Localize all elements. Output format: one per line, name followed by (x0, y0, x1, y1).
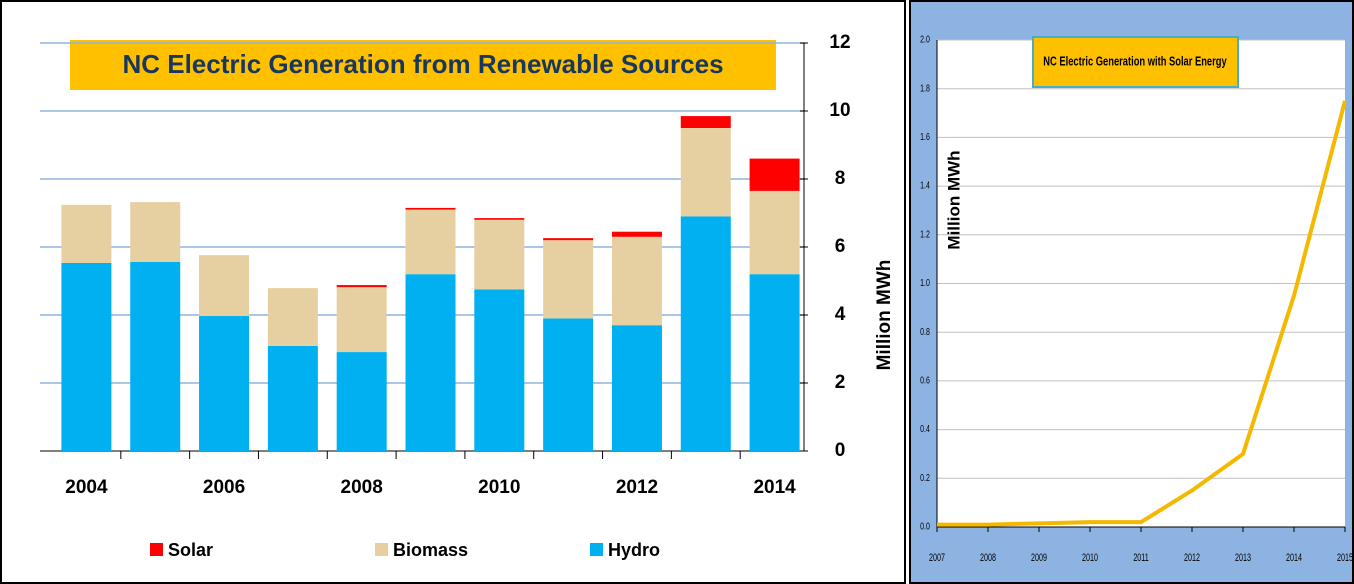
y-tick-label: 1.2 (920, 228, 930, 240)
x-tick-label: 2012 (1184, 551, 1200, 563)
left-chart: NC Electric Generation from Renewable So… (40, 32, 895, 560)
y-tick-label: 0 (835, 440, 846, 461)
y-tick-label: 12 (829, 32, 850, 53)
right-chart: 0.0 0.2 0.4 0.6 0.8 1.0 1.2 1.4 1.6 1.8 2.0 2007 200… (920, 33, 1353, 563)
line (937, 100, 1347, 527)
y-tick-label: 0.0 (920, 520, 930, 532)
bar (199, 316, 250, 451)
bar (611, 231, 662, 237)
legend-label: Hydro (608, 540, 660, 560)
bar (199, 255, 250, 317)
y-tick-label: 1.4 (920, 179, 930, 191)
y-tick-label: 2 (835, 372, 846, 393)
x-tick-label: 2008 (980, 551, 996, 563)
bar (336, 287, 387, 353)
bar (336, 285, 387, 288)
bar (130, 202, 181, 262)
bar (474, 218, 525, 220)
chart-title: NC Electric Generation with Solar Energy (1043, 55, 1227, 69)
y-tick-label: 1.6 (920, 131, 930, 143)
bar (749, 158, 800, 191)
x-tick-label: 2011 (1133, 551, 1148, 563)
x-tick-label: 2008 (341, 477, 383, 498)
legend-swatch (590, 543, 603, 556)
bar (680, 128, 731, 217)
y-tick-label: 6 (835, 236, 846, 257)
bar (405, 274, 456, 451)
bar (61, 204, 112, 263)
bar (336, 352, 387, 451)
bar (749, 190, 800, 275)
bar (749, 274, 800, 451)
title-box (70, 40, 776, 90)
bar (61, 262, 112, 451)
y-tick-label: 8 (835, 168, 846, 189)
bar (405, 209, 456, 275)
chart-title: NC Electric Generation from Renewable So… (122, 49, 723, 79)
x-tick-label: 2013 (1235, 551, 1251, 563)
x-tick-label: 2010 (1082, 551, 1098, 563)
x-tick-label: 2012 (616, 477, 658, 498)
y-tick-label: 0.8 (920, 326, 930, 338)
y-tick-label: 0.6 (920, 374, 930, 386)
bar (405, 207, 456, 210)
bar (474, 219, 525, 290)
y-tick-label: 1.8 (920, 82, 930, 94)
y-axis-label: Million MWh (944, 150, 963, 249)
x-tick-label: 2014 (1286, 551, 1302, 563)
x-tick-label: 2009 (1031, 551, 1047, 563)
y-tick-label: 0.2 (920, 472, 930, 484)
bar (543, 240, 594, 319)
bar (680, 216, 731, 451)
y-tick-label: 4 (835, 304, 846, 325)
x-tick-label: 2007 (929, 551, 945, 563)
y-tick-label: 0.4 (920, 423, 930, 435)
title-box (1032, 36, 1239, 88)
bar (474, 289, 525, 451)
bar (611, 325, 662, 451)
bar (611, 236, 662, 326)
y-tick-label: 1.0 (920, 277, 930, 289)
x-tick-label: 2014 (753, 477, 796, 498)
y-tick-label: 10 (829, 100, 850, 121)
legend-swatch (150, 543, 163, 556)
y-axis-label: Million MWh (874, 260, 895, 371)
x-tick-label: 2015 (1337, 551, 1353, 563)
x-tick-label: 2004 (65, 477, 108, 498)
x-tick-label: 2010 (478, 477, 520, 498)
y-tick-label: 2.0 (920, 33, 930, 45)
bar (130, 261, 181, 451)
bar (267, 345, 318, 451)
bar (543, 318, 594, 451)
legend-swatch (375, 543, 388, 556)
x-tick-label: 2006 (203, 477, 245, 498)
legend-label: Solar (168, 540, 213, 560)
bar (680, 116, 731, 128)
bar (543, 238, 594, 241)
legend-label: Biomass (393, 540, 468, 560)
bar (267, 288, 318, 346)
